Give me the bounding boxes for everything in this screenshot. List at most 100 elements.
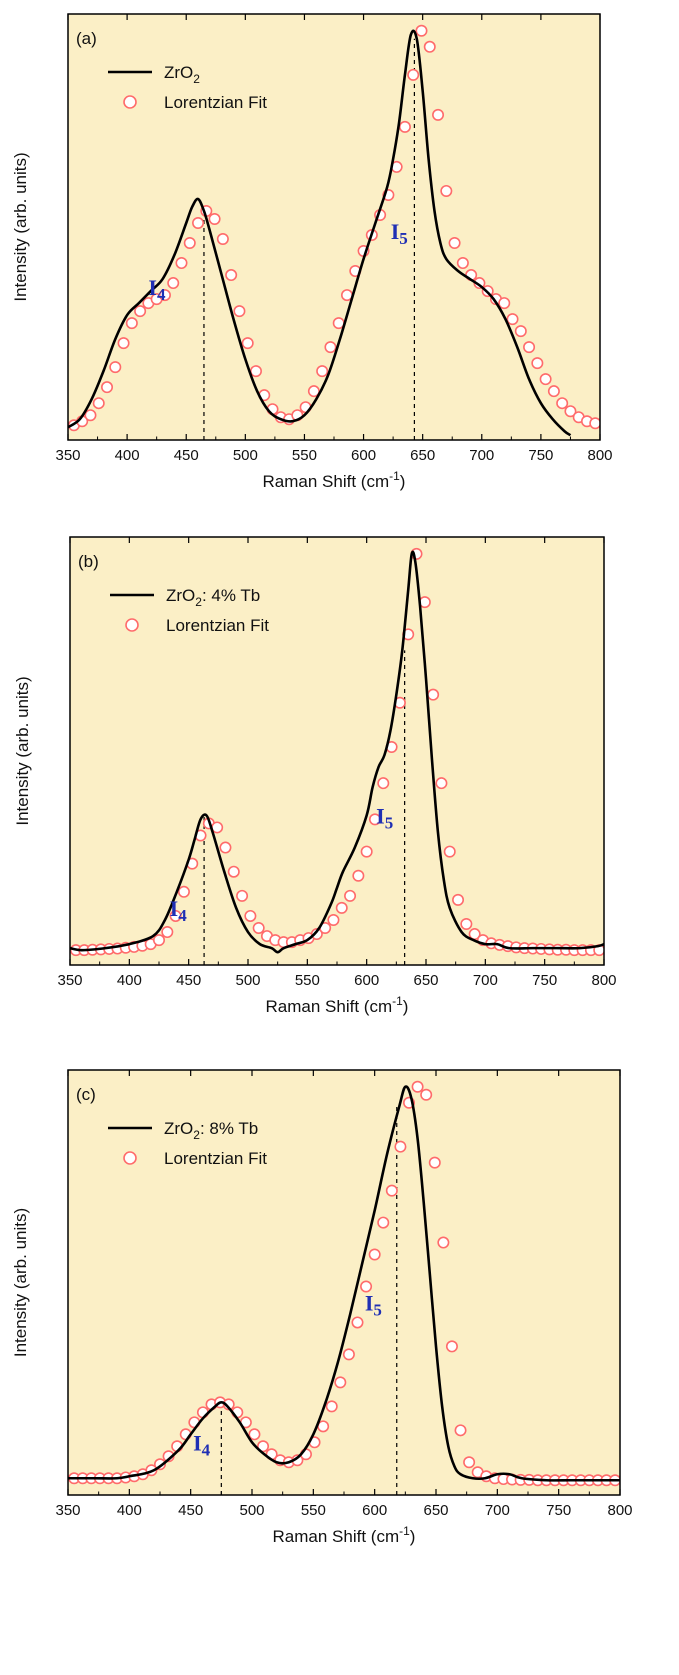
chart-a-fit-point — [109, 361, 122, 374]
chart-b-x-tick-label: 700 — [473, 972, 498, 989]
chart-b-fit-point — [153, 934, 166, 947]
chart-b-fit-point — [335, 901, 348, 914]
chart-b-fit-point — [177, 885, 190, 898]
chart-b-fit-point — [360, 845, 373, 858]
chart-panel-c: 350 400 450 500 550 600 650 700 750 800 Raman Shif… — [0, 1040, 679, 1675]
chart-b-fit-point — [161, 926, 174, 939]
chart-b-x-tick-label: 350 — [57, 972, 82, 989]
chart-a-x-tick-label: 700 — [469, 447, 494, 464]
chart-a-fit-point — [249, 365, 262, 378]
chart-a-x-axis-title: Raman Shift (cm-1) — [263, 469, 406, 491]
chart-c-peak-label-1: I4 — [193, 1430, 211, 1459]
chart-panel-a: 350 400 450 500 550 600 650 700 750 800 Raman Shif… — [0, 0, 679, 520]
chart-b-fit-point — [368, 813, 381, 826]
chart-a-x-tick-label: 500 — [233, 447, 258, 464]
chart-a-x-tick-label: 400 — [115, 447, 140, 464]
chart-c-x-tick-label: 600 — [362, 1502, 387, 1519]
chart-a-fit-point — [539, 373, 552, 386]
chart-c-legend-entry-2: Lorentzian Fit — [164, 1149, 267, 1168]
chart-b-peak-label-2: I5 — [376, 803, 393, 832]
chart-a-x-tick-label: 350 — [55, 447, 80, 464]
chart-a-fit-point — [125, 317, 138, 330]
chart-b-fit-point — [427, 688, 440, 701]
chart-c-fit-point — [445, 1340, 458, 1353]
chart-c-x-tick-label: 750 — [546, 1502, 571, 1519]
chart-c-fit-point — [360, 1280, 373, 1293]
chart-a-fit-point — [423, 40, 436, 53]
chart-a-fit-point — [531, 357, 544, 370]
chart-b-x-tick-label: 500 — [235, 972, 260, 989]
chart-c-x-tick-label: 550 — [301, 1502, 326, 1519]
chart-b-fit-point — [227, 865, 240, 878]
chart-b-fit-point — [244, 909, 257, 922]
chart-c-fit-point — [257, 1440, 270, 1453]
chart-a-fit-point — [216, 233, 229, 246]
chart-b-x-axis-title: Raman Shift (cm-1) — [266, 994, 409, 1016]
chart-b-fit-point — [377, 777, 390, 790]
chart-a-fit-point — [208, 212, 221, 225]
chart-b-x-tick-label: 450 — [176, 972, 201, 989]
chart-c-fit-point — [394, 1140, 407, 1153]
chart-a-fit-point — [506, 313, 519, 326]
chart-a-fit-point — [448, 237, 461, 250]
chart-panel-b: 350 400 450 500 550 600 650 700 750 800 Raman Shif… — [0, 520, 679, 1040]
chart-c-x-tick-label: 400 — [117, 1502, 142, 1519]
chart-c-fit-point — [248, 1428, 261, 1441]
chart-a-legend-entry-2: Lorentzian Fit — [164, 93, 267, 112]
chart-a-fit-point — [84, 409, 97, 422]
chart-c-series-line — [68, 1085, 620, 1482]
chart-c-fit-point — [385, 1184, 398, 1197]
chart-c-plot-area — [68, 1070, 620, 1495]
chart-a-fit-point — [398, 120, 411, 133]
chart-b-fit-point — [352, 869, 365, 882]
chart-a-x-tick-label: 550 — [292, 447, 317, 464]
chart-c-x-axis-title: Raman Shift (cm-1) — [273, 1524, 416, 1546]
chart-a-series-line — [68, 29, 572, 437]
chart-a-fit-point — [514, 325, 527, 338]
chart-b-fit-point — [310, 928, 323, 941]
chart-c-peak-label-2: I5 — [365, 1290, 382, 1319]
chart-a-x-tick-label: 450 — [174, 447, 199, 464]
chart-c-fit-point — [334, 1376, 347, 1389]
chart-b-fit-point — [236, 889, 249, 902]
chart-c-fit-point — [463, 1456, 476, 1469]
chart-a-fit-point — [225, 269, 238, 282]
chart-c-fit-point — [368, 1248, 381, 1261]
chart-a-fit-point — [241, 337, 254, 350]
raman-chart-c: 350 400 450 500 550 600 650 700 750 800 Raman Shif… — [11, 1069, 633, 1546]
chart-c-legend-circle-swatch — [123, 1151, 137, 1165]
chart-b-panel-label: (b) — [78, 552, 99, 571]
chart-b-peak-label-1: I4 — [170, 896, 188, 925]
chart-b-series-line — [70, 550, 604, 954]
chart-c-fit-point — [342, 1348, 355, 1361]
raman-chart-a: 350 400 450 500 550 600 650 700 750 800 Raman Shif… — [11, 13, 613, 491]
chart-a-fit-point — [307, 385, 320, 398]
chart-c-fit-point — [437, 1236, 450, 1249]
chart-b-x-tick-label: 600 — [354, 972, 379, 989]
chart-b-fit-point — [435, 777, 448, 790]
chart-b-x-tick-label: 550 — [295, 972, 320, 989]
chart-c-x-tick-label: 650 — [423, 1502, 448, 1519]
chart-a-x-tick-label: 800 — [587, 447, 612, 464]
chart-a-peak-label-2: I5 — [391, 219, 408, 248]
chart-b-fit-point — [327, 913, 340, 926]
chart-c-fit-point — [377, 1216, 390, 1229]
chart-c-x-tick-label: 500 — [239, 1502, 264, 1519]
raman-chart-b: 350 400 450 500 550 600 650 700 750 800 Raman Shif… — [13, 536, 617, 1016]
chart-c-fit-point — [454, 1424, 467, 1437]
chart-b-fit-point — [443, 845, 456, 858]
chart-b-x-tick-label: 750 — [532, 972, 557, 989]
chart-c-y-axis-title: Intensity (arb. units) — [11, 1208, 30, 1357]
chart-a-fit-point — [324, 341, 337, 354]
chart-b-fit-point — [219, 841, 232, 854]
chart-a-peak-label-1: I4 — [148, 275, 166, 304]
chart-b-fit-point — [460, 917, 473, 930]
chart-a-fit-point — [456, 257, 469, 270]
chart-c-panel-label: (c) — [76, 1085, 96, 1104]
chart-c-fit-points — [68, 1080, 620, 1487]
chart-a-fit-point — [175, 257, 188, 270]
chart-a-fit-point — [432, 108, 445, 121]
chart-a-fit-point — [192, 216, 205, 229]
chart-c-x-tick-label: 350 — [55, 1502, 80, 1519]
chart-c-x-tick-label: 700 — [485, 1502, 510, 1519]
